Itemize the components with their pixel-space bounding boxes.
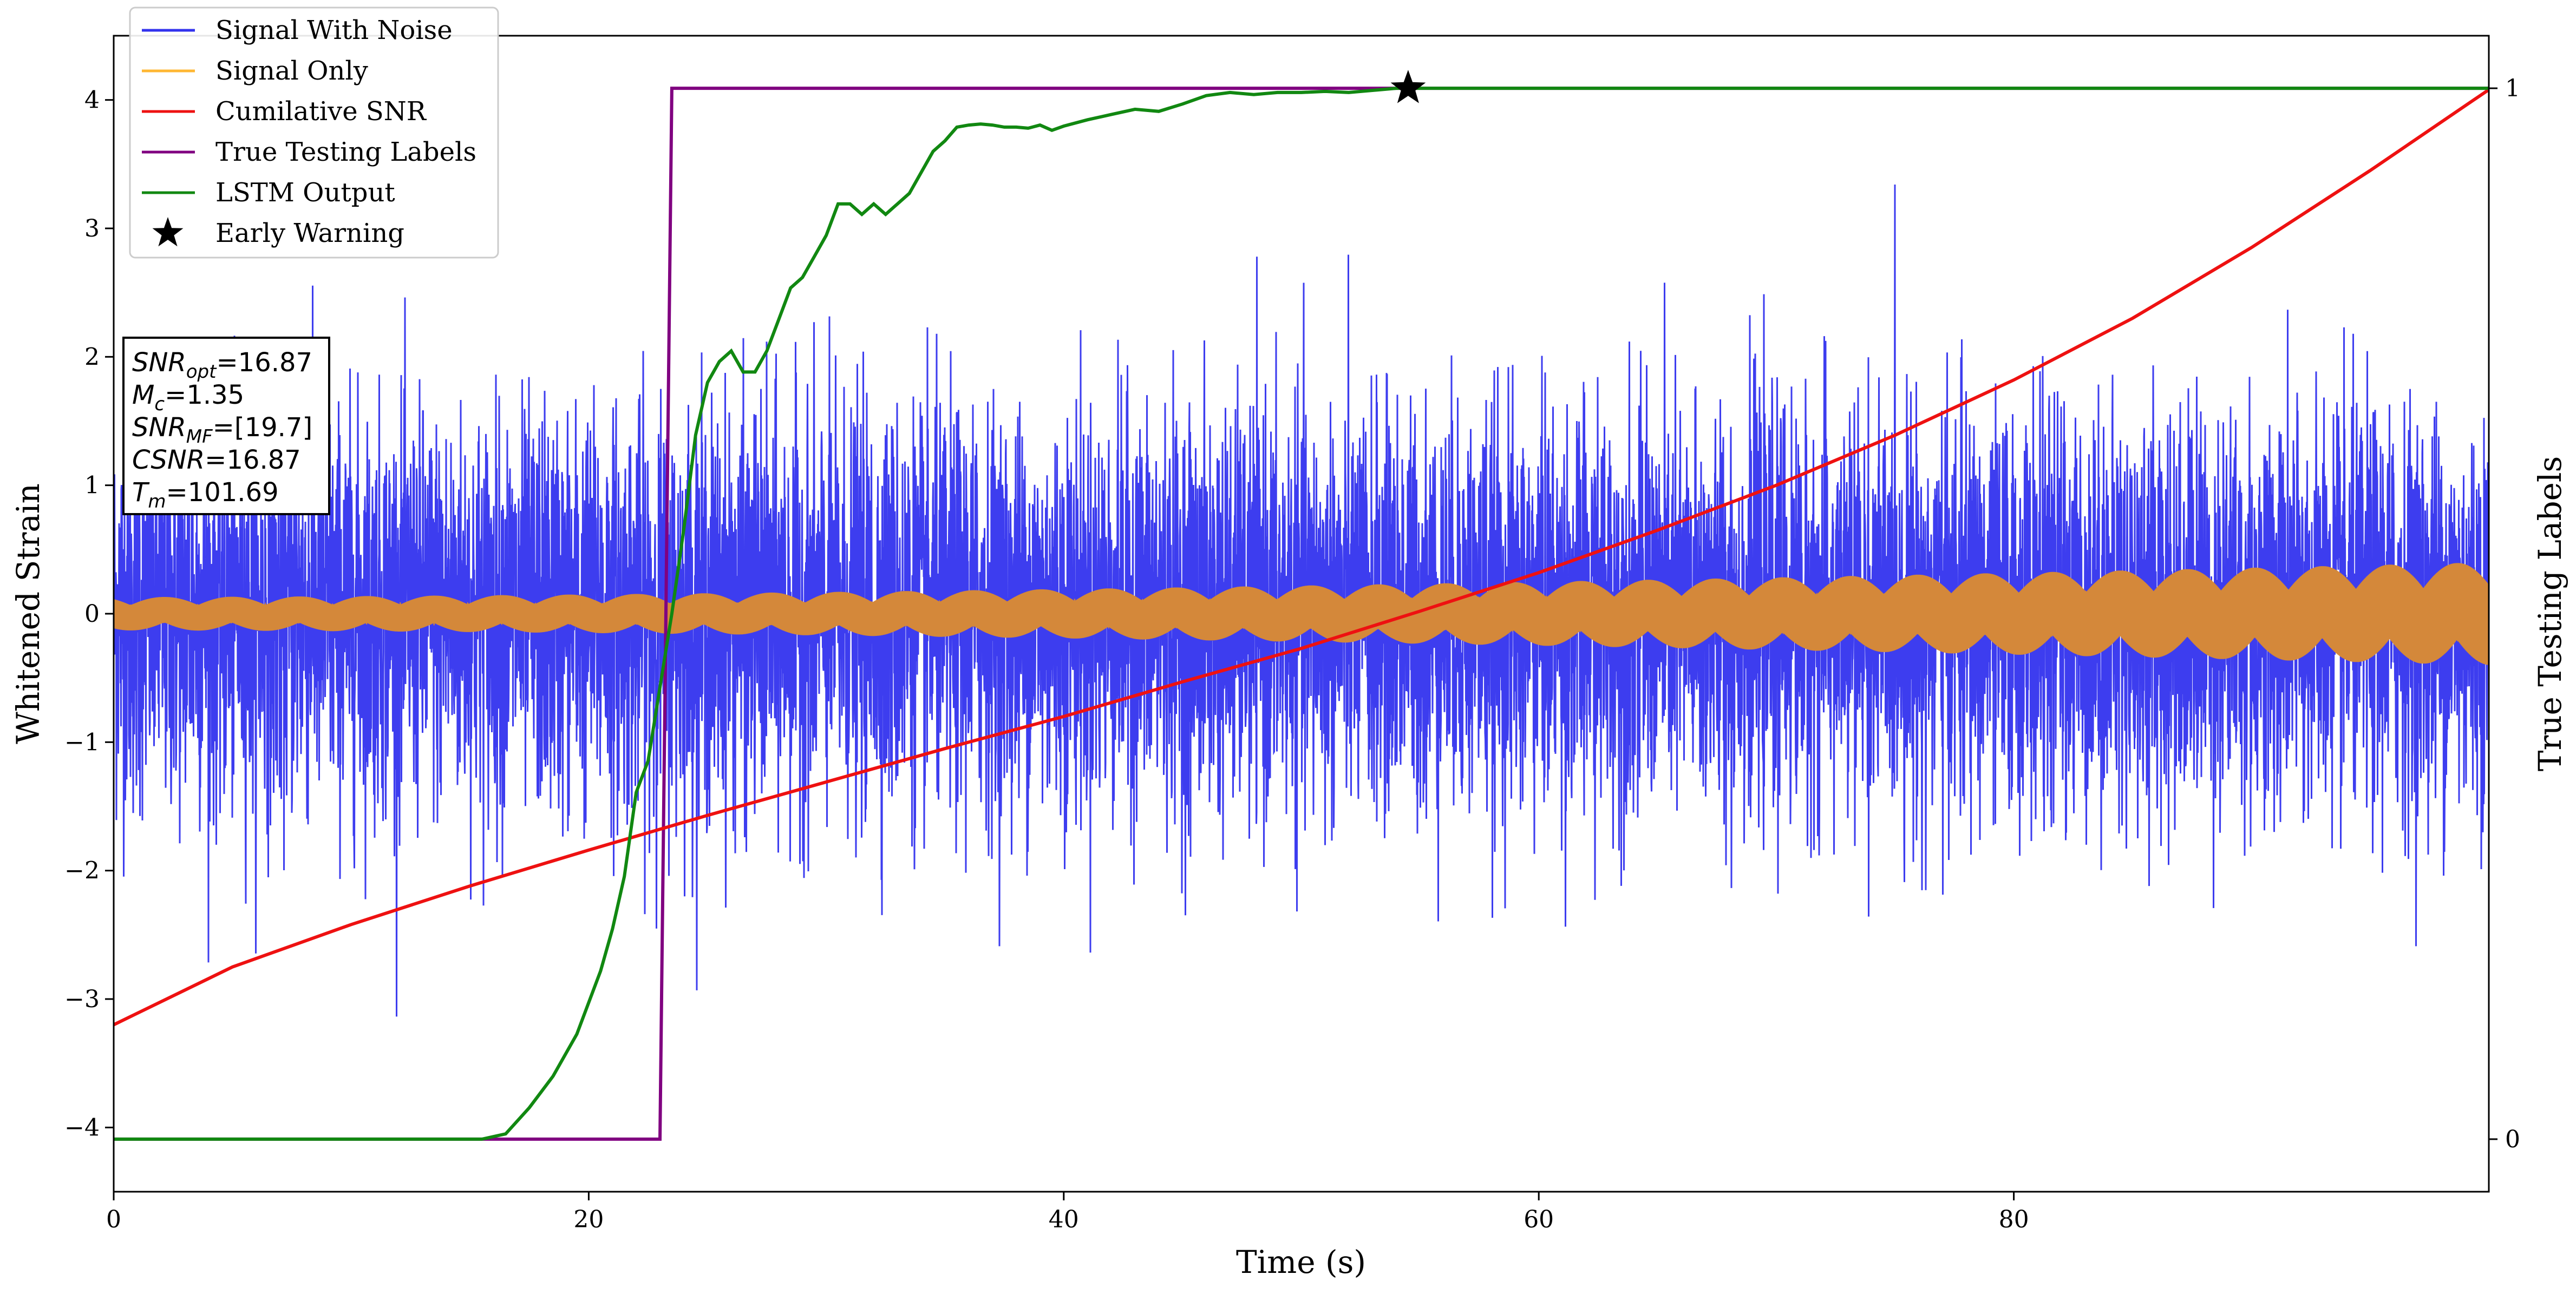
y-tick-label: −1	[64, 728, 100, 756]
legend-entry: Signal Only	[215, 56, 368, 86]
x-tick-label: 40	[1049, 1206, 1079, 1233]
early-warning-marker	[1390, 70, 1426, 103]
parameter-line: Mc=1.35	[132, 380, 244, 415]
parameter-line: SNRopt=16.87	[132, 347, 312, 383]
y-tick-label: 4	[84, 87, 100, 114]
right-y-tick-label: 1	[2505, 75, 2520, 102]
y-tick-label: −4	[64, 1114, 100, 1141]
series-cumulative-snr	[114, 88, 2489, 1027]
y-tick-label: 2	[84, 343, 100, 371]
parameter-line: CSNR=16.87	[132, 445, 301, 475]
series-lstm-output	[114, 87, 2489, 1141]
y-axis-label: Whitened Strain	[10, 483, 47, 744]
x-tick-label: 60	[1524, 1206, 1554, 1233]
y-tick-label: 3	[84, 215, 100, 242]
x-tick-label: 0	[106, 1206, 121, 1233]
y-tick-label: −2	[64, 857, 100, 885]
legend-entry: LSTM Output	[215, 178, 395, 208]
x-tick-label: 80	[1999, 1206, 2029, 1233]
parameter-box: SNRopt=16.87Mc=1.35SNRMF=[19.7]CSNR=16.8…	[122, 337, 330, 515]
legend-star-icon	[152, 217, 184, 247]
legend-entry: Cumilative SNR	[215, 96, 427, 127]
y-tick-label: 0	[84, 600, 100, 628]
legend-entry: True Testing Labels	[215, 137, 476, 167]
series-signal-only	[114, 563, 2489, 665]
y-tick-label: −3	[64, 986, 100, 1013]
parameter-box-frame	[122, 337, 330, 515]
plot-area	[114, 87, 2489, 1141]
x-tick-label: 20	[573, 1206, 604, 1233]
parameter-line: SNRMF=[19.7]	[132, 412, 312, 448]
legend-box	[129, 6, 499, 259]
x-axis-label: Time (s)	[1236, 1244, 1366, 1280]
right-y-axis-label: True Testing Labels	[2532, 456, 2568, 771]
legend: Signal With Noise Signal Only Cumilative S…	[129, 6, 499, 259]
legend-entry: Early Warning	[215, 218, 404, 248]
legend-entry: Signal With Noise	[215, 15, 453, 45]
series-signal-with-noise	[114, 184, 2489, 1017]
parameter-line: Tm=101.69	[132, 477, 279, 513]
right-y-tick-label: 0	[2505, 1126, 2520, 1153]
y-tick-label: 1	[84, 472, 100, 500]
